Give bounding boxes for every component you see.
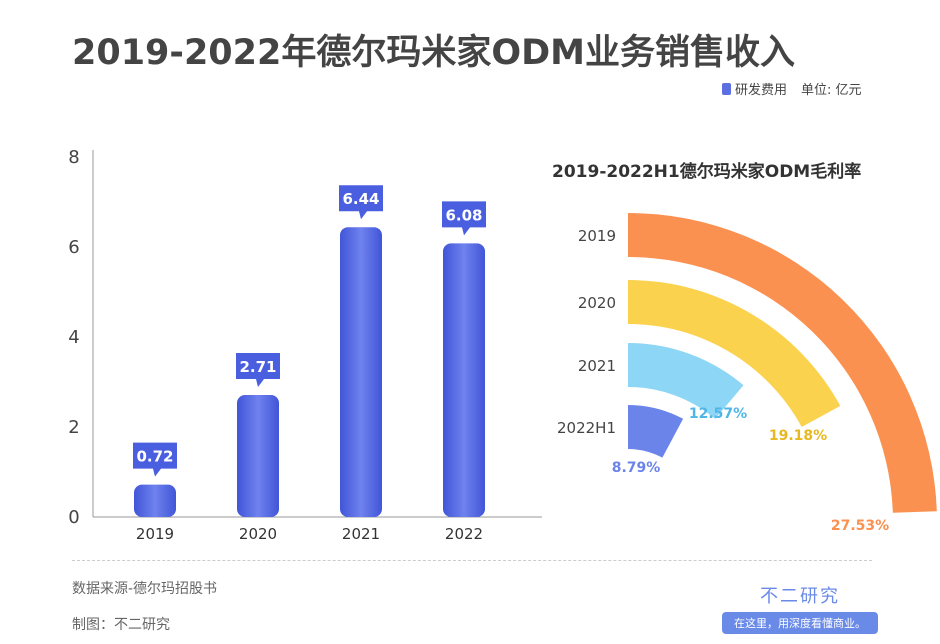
data-label-bubble [133, 442, 177, 477]
radial-value-label: 27.53% [831, 518, 889, 534]
bar-2022 [443, 243, 485, 517]
x-tick-label: 2022 [445, 525, 483, 543]
radial-category-label: 2022H1 [557, 419, 616, 437]
x-tick-label: 2020 [239, 525, 277, 543]
data-label-bubble [339, 185, 383, 220]
x-tick-label: 2019 [136, 525, 174, 543]
y-tick-label: 4 [68, 327, 79, 348]
radial-category-label: 2019 [578, 227, 616, 245]
radial-chart-title: 2019-2022H1德尔玛米家ODM毛利率 [552, 162, 862, 182]
radial-bar-2021 [628, 343, 744, 419]
data-label: 2.71 [239, 358, 276, 376]
page-title: 2019-2022年德尔玛米家ODM业务销售收入 [72, 33, 795, 73]
radial-bar-2022H1 [628, 405, 684, 458]
radial-value-label: 19.18% [769, 428, 827, 444]
bar-2020 [237, 395, 279, 517]
radial-value-label: 8.79% [612, 460, 661, 476]
brand-name: 不二研究 [760, 586, 840, 607]
y-tick-label: 8 [68, 147, 79, 168]
radial-bar-2020 [628, 280, 841, 427]
radial-value-label: 12.57% [689, 406, 747, 422]
y-tick-label: 2 [68, 417, 79, 438]
unit-label: 单位: 亿元 [801, 83, 862, 98]
legend-swatch [722, 82, 731, 95]
bar-2019 [134, 484, 176, 517]
legend-label: 研发费用 [735, 83, 788, 98]
brand-logo: 不二研究 在这里，用深度看懂商业。 [700, 582, 900, 634]
divider [72, 560, 872, 561]
data-label: 6.44 [342, 190, 379, 208]
maker-note: 制图：不二研究 [72, 617, 170, 633]
data-label-bubble [236, 353, 280, 388]
data-label-bubble [442, 201, 486, 236]
legend: 研发费用 单位: 亿元 [722, 79, 862, 98]
data-label: 0.72 [136, 448, 173, 466]
data-label: 6.08 [445, 206, 482, 224]
x-tick-label: 2021 [342, 525, 380, 543]
y-tick-label: 6 [68, 237, 79, 258]
bar-2021 [340, 227, 382, 517]
radial-bar-2019 [628, 213, 937, 513]
brand-slogan: 在这里，用深度看懂商业。 [722, 612, 878, 634]
radial-category-label: 2021 [578, 357, 616, 375]
y-tick-label: 0 [68, 507, 79, 528]
source-note: 数据来源-德尔玛招股书 [72, 581, 218, 597]
radial-category-label: 2020 [578, 294, 616, 312]
